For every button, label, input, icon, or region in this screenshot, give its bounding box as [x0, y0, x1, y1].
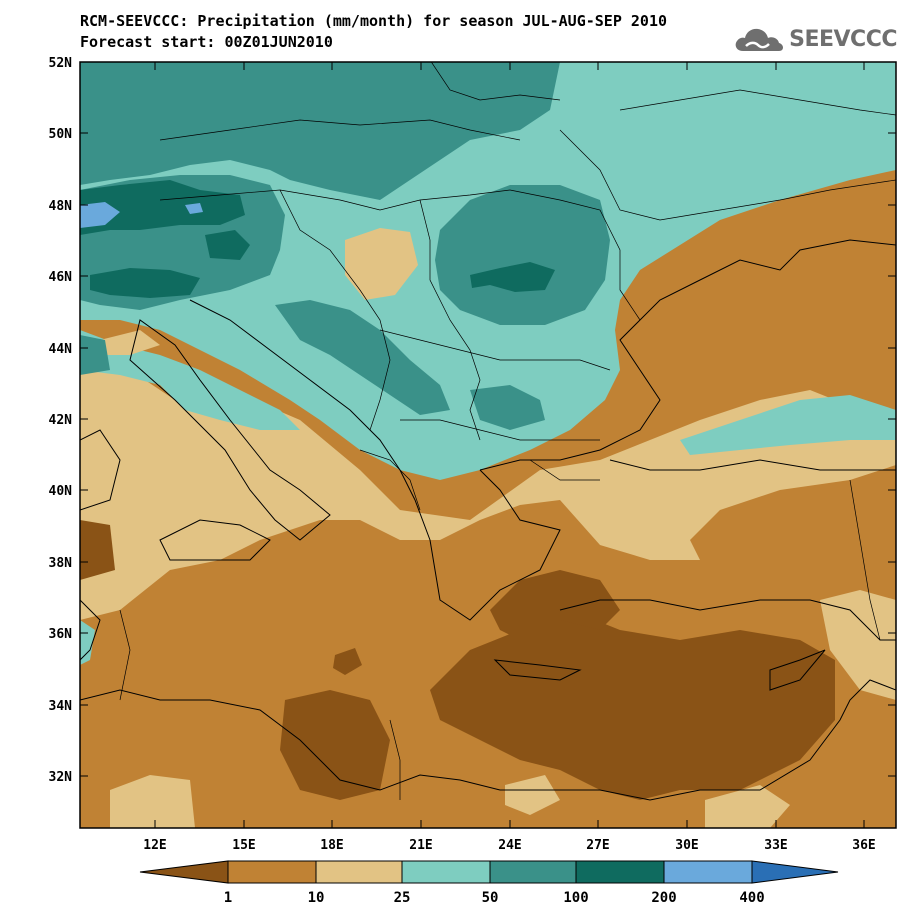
- field-darkbrown-aegean: [490, 570, 620, 640]
- x-axis: 12E 15E 18E 21E 24E 27E 30E 33E 36E: [143, 62, 876, 853]
- lon-label-21e: 21E: [409, 838, 432, 853]
- colorbar-segment-1-10: [227, 860, 317, 884]
- field-tan-southeast: [820, 590, 896, 700]
- lat-label-48n: 48N: [49, 199, 73, 214]
- field-lightteal-east: [680, 395, 896, 455]
- lon-label-36e: 36E: [852, 838, 875, 853]
- field-tan-italy-north: [100, 330, 160, 355]
- lat-label-32n: 32N: [49, 770, 73, 785]
- lon-label-12e: 12E: [143, 838, 166, 853]
- field-tan-south-1: [110, 775, 195, 828]
- field-darkbrown-west: [280, 690, 390, 800]
- field-teal-italy: [80, 335, 110, 375]
- colorbar-label-50: 50: [482, 890, 499, 906]
- field-darkteal-alps-2: [205, 230, 250, 260]
- colorbar-label-200: 200: [651, 890, 676, 906]
- field-darkbrown-east: [430, 610, 835, 800]
- precip-field: [80, 62, 896, 828]
- field-darkteal-adriatic: [90, 268, 200, 298]
- lon-label-27e: 27E: [586, 838, 609, 853]
- lon-label-33e: 33E: [764, 838, 787, 853]
- cloud-icon: [735, 28, 784, 51]
- coastlines: [80, 239, 896, 801]
- colorbar-segment-25-50: [401, 860, 491, 884]
- lon-label-18e: 18E: [320, 838, 343, 853]
- colorbar-label-100: 100: [563, 890, 588, 906]
- colorbar-segment-200-400: [663, 860, 753, 884]
- colorbar-segment-100-200: [575, 860, 665, 884]
- lat-label-42n: 42N: [49, 413, 73, 428]
- field-lightteal-italy: [80, 330, 300, 430]
- map-frame: [79, 61, 897, 829]
- field-tan-south-3: [705, 785, 790, 828]
- colorbar-label-25: 25: [394, 890, 411, 906]
- country-borders: [119, 62, 896, 800]
- field-teal-north: [80, 62, 560, 200]
- lat-label-34n: 34N: [49, 699, 73, 714]
- colorbar-segment-lt1: [139, 860, 229, 884]
- field-darkbrown-edge: [80, 520, 115, 580]
- lon-label-15e: 15E: [232, 838, 255, 853]
- field-darkbrown-small: [333, 648, 362, 675]
- lon-label-24e: 24E: [498, 838, 521, 853]
- colorbar: [139, 860, 839, 884]
- field-lightteal-sw: [80, 620, 95, 665]
- colorbar-segment-10-25: [315, 860, 403, 884]
- lat-label-38n: 38N: [49, 556, 73, 571]
- lat-label-46n: 46N: [49, 270, 73, 285]
- field-teal-serbia: [470, 385, 545, 430]
- lon-label-30e: 30E: [675, 838, 698, 853]
- colorbar-label-10: 10: [308, 890, 325, 906]
- field-lightblue-alps: [80, 202, 120, 228]
- lat-label-50n: 50N: [49, 127, 73, 142]
- lat-label-40n: 40N: [49, 484, 73, 499]
- y-axis: 52N 50N 48N 46N 44N 42N 40N 38N 36N 34N …: [49, 56, 896, 785]
- colorbar-segment-50-100: [489, 860, 577, 884]
- forecast-start: Forecast start: 00Z01JUN2010: [80, 33, 333, 51]
- field-teal-romania: [435, 185, 610, 325]
- lat-label-44n: 44N: [49, 342, 73, 357]
- lat-label-36n: 36N: [49, 627, 73, 642]
- lat-label-52n: 52N: [49, 56, 73, 71]
- field-darkteal-alps: [80, 180, 245, 235]
- logo-text: SEEVCCC: [789, 26, 897, 52]
- seevccc-logo: SEEVCCC: [733, 25, 897, 53]
- colorbar-label-1: 1: [224, 890, 232, 906]
- field-teal-balkans: [275, 300, 450, 415]
- field-tan-hungary: [345, 228, 418, 300]
- field-lightblue-small: [185, 203, 203, 214]
- map-title: RCM-SEEVCCC: Precipitation (mm/month) fo…: [80, 12, 667, 30]
- colorbar-labels: 1 10 25 50 100 200 400: [224, 890, 765, 906]
- colorbar-label-400: 400: [739, 890, 764, 906]
- colorbar-segment-gt400: [751, 860, 839, 884]
- field-tan-south-2: [505, 775, 560, 815]
- field-darkteal-romania: [470, 262, 555, 292]
